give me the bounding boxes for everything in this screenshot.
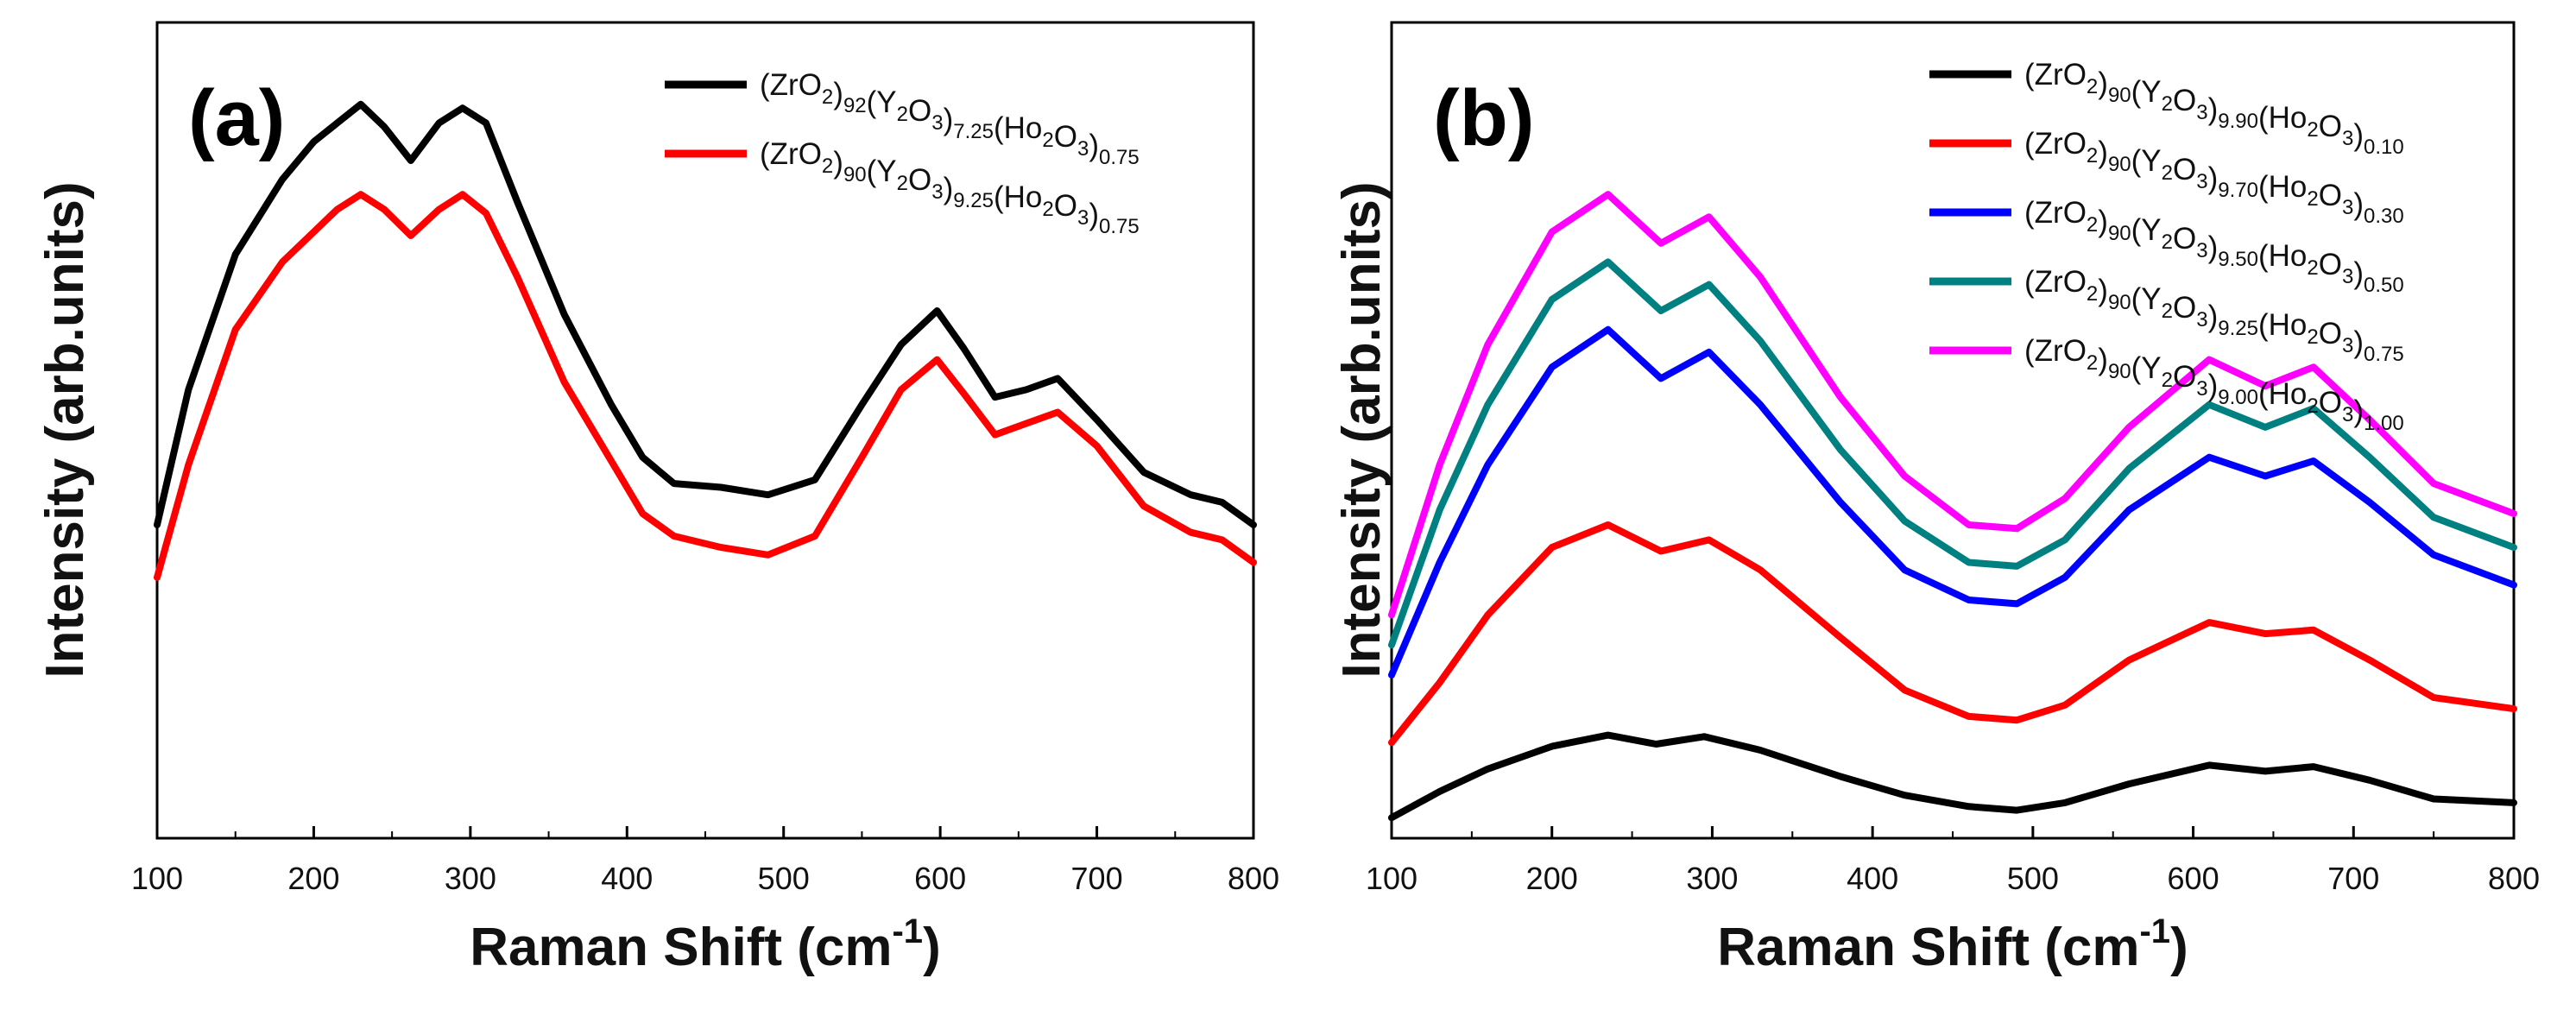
legend-label: (ZrO2)90(Y2O3)9.50(Ho2O3)0.50 [2024,196,2404,297]
panel-b: 100 200 300 400 500 600 700 800 (b) (ZrO2)90(Y2O3… [1332,21,2540,977]
y-axis-title: Intensity (arb.units) [1332,181,1392,678]
x-tick-label: 200 [287,861,339,896]
x-tick-label: 600 [2168,861,2219,896]
x-tick-label: 300 [445,861,496,896]
series-line-1 [1388,731,2517,822]
legend-label: (ZrO2)90(Y2O3)9.00(Ho2O3)1.00 [2024,334,2404,435]
x-tick-label: 300 [1686,861,1738,896]
x-tick-label: 800 [2488,861,2540,896]
x-tick-label: 100 [1366,861,1417,896]
y-axis-title: Intensity (arb.units) [35,181,95,678]
x-tick-label: 100 [131,861,183,896]
panel-label: (a) [188,74,285,162]
x-tick-label: 400 [601,861,653,896]
legend-label: (ZrO2)90(Y2O3)9.25(Ho2O3)0.75 [760,137,1140,238]
series-line-5 [1388,191,2517,619]
legend-label: (ZrO2)90(Y2O3)9.25(Ho2O3)0.75 [2024,265,2404,366]
panel-label: (b) [1433,74,1534,162]
x-tick-label: 700 [1071,861,1123,896]
series-line-2 [154,191,1257,581]
x-tick-label: 500 [758,861,810,896]
x-tick-label: 800 [1228,861,1279,896]
x-tick-label: 400 [1847,861,1898,896]
series-line-3 [1388,325,2517,679]
x-axis-title: Raman Shift (cm-1) [1717,912,2188,977]
x-axis-title: Raman Shift (cm-1) [470,912,940,977]
series-line-2 [1388,521,2517,747]
series-line-4 [1388,258,2517,649]
series-line-1 [154,100,1257,528]
x-tick-label: 600 [914,861,966,896]
panel-a: 100 200 300 400 500 600 700 800 (a) (ZrO2)92(Y2O3… [35,21,1279,977]
x-tick-label: 700 [2327,861,2379,896]
legend-label: (ZrO2)90(Y2O3)9.90(Ho2O3)0.10 [2024,58,2404,159]
legend-label: (ZrO2)90(Y2O3)9.70(Ho2O3)0.30 [2024,127,2404,228]
legend-label: (ZrO2)92(Y2O3)7.25(Ho2O3)0.75 [760,68,1140,169]
x-tick-label: 200 [1526,861,1578,896]
x-tick-label: 500 [2007,861,2059,896]
